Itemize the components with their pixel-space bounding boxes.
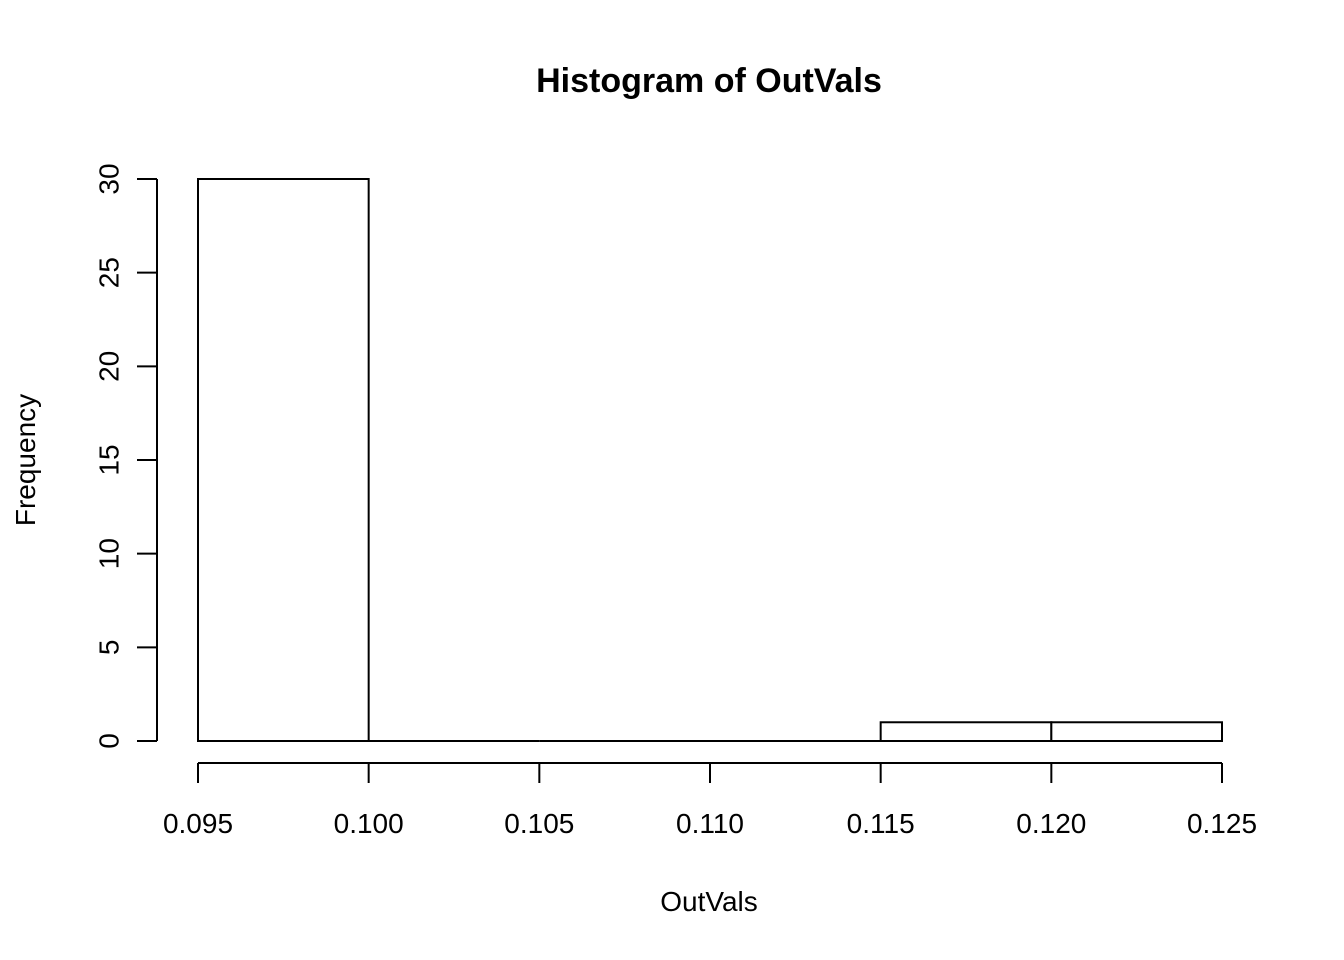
y-tick-label: 10	[94, 538, 125, 569]
y-axis: 0 5 10 15 20 25 30	[94, 163, 158, 749]
histogram-bar	[1050, 721, 1224, 742]
y-tick-label: 30	[94, 163, 125, 194]
y-tick-label: 20	[94, 351, 125, 382]
x-tick-label: 0.110	[676, 808, 744, 839]
y-tick-label: 0	[94, 733, 125, 749]
x-tick-label: 0.105	[504, 808, 574, 839]
y-tick-label: 15	[94, 444, 125, 475]
x-axis: 0.095 0.100 0.105 0.110 0.115 0.120 0.125	[163, 762, 1257, 839]
y-tick-label: 5	[94, 640, 125, 656]
x-tick-label: 0.120	[1016, 808, 1086, 839]
x-tick-label: 0.125	[1187, 808, 1257, 839]
histogram-bar	[197, 178, 370, 742]
y-tick-label: 25	[94, 257, 125, 288]
x-tick-label: 0.115	[847, 808, 915, 839]
x-tick-label: 0.095	[163, 808, 233, 839]
y-axis-label: Frequency	[10, 394, 41, 526]
histogram-bar	[879, 721, 1053, 742]
x-tick-label: 0.100	[334, 808, 404, 839]
x-axis-label: OutVals	[660, 886, 758, 917]
bars-group	[197, 178, 1224, 742]
chart-title: Histogram of OutVals	[536, 62, 882, 100]
